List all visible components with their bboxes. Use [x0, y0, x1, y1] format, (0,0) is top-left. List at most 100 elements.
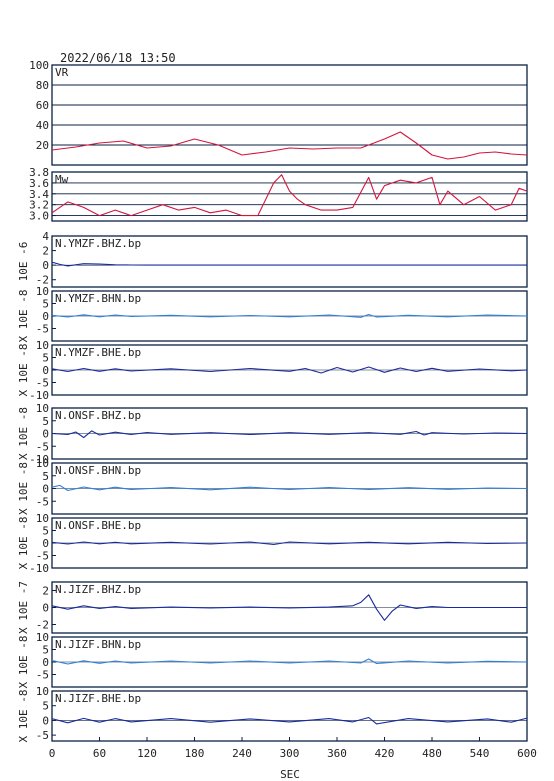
- ytick-label-ymzf-bhn-0: -5: [36, 323, 49, 336]
- panels: 20406080100VR3.03.23.43.63.8Mw-2024N.YMZ…: [17, 59, 528, 743]
- ytick-label-mw-4: 3.8: [29, 166, 49, 179]
- exponent-label-ymzf-bhz: 10E -6: [17, 242, 30, 282]
- ytick-label-vr-3: 80: [36, 79, 49, 92]
- panel-mw: 3.03.23.43.63.8 Mw: [29, 166, 528, 223]
- ytick-label-jizf-bhz-1: 0: [42, 602, 49, 615]
- series-line-jizf-bhz: [51, 594, 527, 621]
- ytick-label-jizf-bhz-0: -2: [36, 619, 49, 632]
- exponent-label-jizf-bhn: X 10E -8: [17, 636, 30, 689]
- series-line-jizf-bhe: [51, 716, 528, 725]
- series-line-onsf-bhn: [51, 484, 528, 492]
- ytick-label-onsf-bhe-4: 10: [36, 512, 49, 525]
- panel-label-onsf-bhe: N.ONSF.BHE.bp: [55, 519, 141, 532]
- ytick-label-ymzf-bhe-1: -5: [36, 377, 49, 390]
- panel-label-ymzf-bhn: N.YMZF.BHN.bp: [55, 292, 141, 305]
- x-axis: 0 60 120 180 240 300 360 420 480 540 600: [49, 737, 537, 760]
- xtick-label-0: 0: [49, 747, 56, 760]
- exponent-label-ymzf-bhn: X 10E -8: [17, 290, 30, 343]
- panel-jizf-bhz: -2 0 2 N.JIZF.BHZ.bp X 10E -7: [17, 581, 528, 634]
- xtick-label-6: 360: [327, 747, 347, 760]
- panel-label-onsf-bhz: N.ONSF.BHZ.bp: [55, 409, 141, 422]
- panel-label-mw: Mw: [55, 173, 69, 186]
- ytick-label-mw-0: 3.0: [29, 210, 49, 223]
- panel-frame-vr: [51, 64, 528, 166]
- series-line-ymzf-bhe: [51, 366, 528, 374]
- ytick-label-jizf-bhn-0: -5: [36, 669, 49, 682]
- ytick-label-jizf-bhn-1: 0: [42, 656, 49, 669]
- ytick-label-vr-0: 20: [36, 139, 49, 152]
- ytick-label-vr-1: 40: [36, 119, 49, 132]
- ytick-label-jizf-bhz-2: 2: [42, 585, 49, 598]
- ytick-label-ymzf-bhn-1: 0: [42, 310, 49, 323]
- ytick-label-onsf-bhn-3: 10: [36, 457, 49, 470]
- x-axis-label: SEC: [280, 768, 300, 781]
- panel-ymzf-bhz: -2 02 4 N.YMZF.BHZ.bp 10E -6: [17, 230, 528, 288]
- panel-label-jizf-bhz: N.JIZF.BHZ.bp: [55, 583, 141, 596]
- ytick-label-ymzf-bhz-2: 2: [42, 245, 49, 258]
- ytick-label-onsf-bhz-2: 0: [42, 428, 49, 441]
- series-line-ymzf-bhz: [51, 261, 527, 267]
- ytick-label-vr-4: 100: [29, 59, 49, 72]
- ytick-label-ymzf-bhe-0: -10: [29, 389, 49, 402]
- exponent-label-ymzf-bhe: X 10E -8: [17, 344, 30, 397]
- xtick-label-8: 480: [422, 747, 442, 760]
- series-line-jizf-bhn: [51, 658, 528, 665]
- ytick-label-jizf-bhn-3: 10: [36, 631, 49, 644]
- ytick-label-ymzf-bhe-3: 5: [42, 352, 49, 365]
- panel-label-ymzf-bhe: N.YMZF.BHE.bp: [55, 346, 141, 359]
- xtick-label-3: 180: [185, 747, 205, 760]
- ytick-label-ymzf-bhz-1: 0: [42, 259, 49, 272]
- ytick-label-onsf-bhz-1: -5: [36, 440, 49, 453]
- ytick-label-jizf-bhe-3: 10: [36, 685, 49, 698]
- xtick-label-5: 300: [280, 747, 300, 760]
- panel-label-jizf-bhn: N.JIZF.BHN.bp: [55, 638, 141, 651]
- series-line-onsf-bhz: [51, 430, 528, 439]
- ytick-label-onsf-bhe-0: -10: [29, 562, 49, 575]
- ytick-label-mw-3: 3.6: [29, 177, 49, 190]
- panel-label-vr: VR: [55, 66, 69, 79]
- xtick-label-10: 600: [517, 747, 537, 760]
- xtick-label-2: 120: [137, 747, 157, 760]
- ytick-label-jizf-bhn-2: 5: [42, 644, 49, 657]
- series-line-mw: [51, 174, 528, 217]
- ytick-label-mw-1: 3.2: [29, 199, 49, 212]
- panel-frame-mw: [51, 171, 528, 222]
- series-line-onsf-bhe: [51, 541, 528, 546]
- ytick-label-ymzf-bhn-2: 5: [42, 298, 49, 311]
- ytick-label-onsf-bhe-1: -5: [36, 550, 49, 563]
- ytick-label-ymzf-bhz-0: -2: [36, 274, 49, 287]
- ytick-label-jizf-bhe-1: 0: [42, 714, 49, 727]
- exponent-label-onsf-bhn: X 10E -8: [17, 462, 30, 515]
- ytick-label-onsf-bhe-2: 0: [42, 537, 49, 550]
- ytick-label-ymzf-bhz-3: 4: [42, 230, 49, 243]
- ytick-label-ymzf-bhn-3: 10: [36, 285, 49, 298]
- ytick-label-jizf-bhe-0: -5: [36, 729, 49, 742]
- xtick-label-1: 60: [93, 747, 106, 760]
- series-line-vr: [51, 131, 528, 160]
- ytick-label-jizf-bhe-2: 5: [42, 700, 49, 713]
- exponent-label-onsf-bhe: X 10E -8: [17, 517, 30, 570]
- panel-label-ymzf-bhz: N.YMZF.BHZ.bp: [55, 237, 141, 250]
- ytick-label-onsf-bhz-0: -10: [29, 453, 49, 466]
- exponent-label-onsf-bhz: X 10E -8: [17, 407, 30, 460]
- ytick-label-vr-2: 60: [36, 99, 49, 112]
- exponent-label-jizf-bhe: X 10E -8: [17, 690, 30, 743]
- ytick-label-ymzf-bhe-2: 0: [42, 364, 49, 377]
- ytick-label-onsf-bhz-3: 5: [42, 415, 49, 428]
- ytick-label-mw-2: 3.4: [29, 188, 49, 201]
- figure-timestamp: 2022/06/18 13:50: [60, 51, 176, 65]
- panel-jizf-bhe: -5 05 10 N.JIZF.BHE.bp X 10E -8: [17, 685, 528, 743]
- ytick-label-onsf-bhz-4: 10: [36, 402, 49, 415]
- xtick-label-4: 240: [232, 747, 252, 760]
- ytick-label-onsf-bhn-0: -5: [36, 495, 49, 508]
- ytick-label-onsf-bhe-3: 5: [42, 525, 49, 538]
- ytick-label-onsf-bhn-2: 5: [42, 470, 49, 483]
- panel-label-onsf-bhn: N.ONSF.BHN.bp: [55, 464, 141, 477]
- ytick-label-ymzf-bhe-4: 10: [36, 339, 49, 352]
- ytick-label-onsf-bhn-1: 0: [42, 483, 49, 496]
- panel-vr: 20 40 60 80 100 VR: [29, 59, 528, 166]
